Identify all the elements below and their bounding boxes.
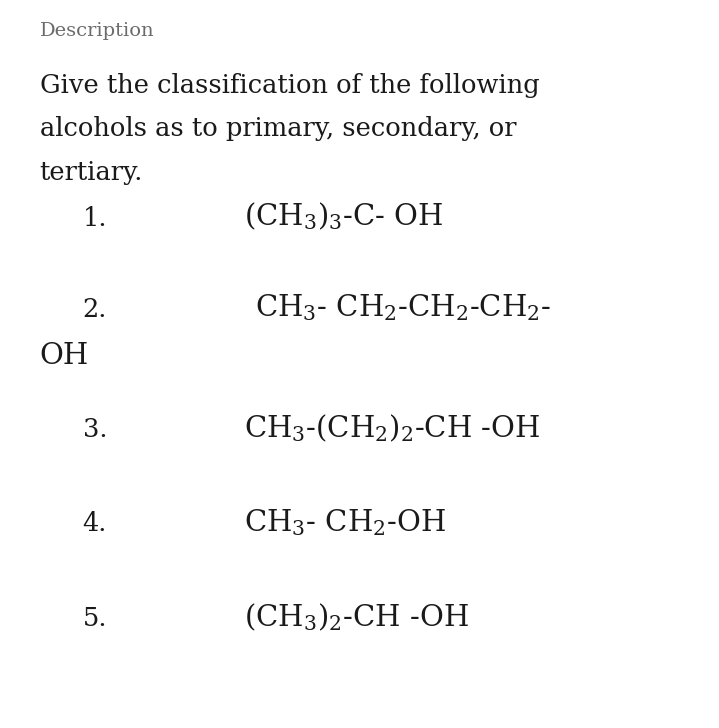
Text: Description: Description bbox=[40, 22, 154, 40]
Text: 1.: 1. bbox=[83, 206, 107, 231]
Text: OH: OH bbox=[40, 342, 88, 370]
Text: $\mathregular{CH_3}$- $\mathregular{CH_2}$-OH: $\mathregular{CH_3}$- $\mathregular{CH_2… bbox=[244, 507, 446, 538]
Text: tertiary.: tertiary. bbox=[40, 160, 143, 185]
Text: 4.: 4. bbox=[83, 512, 107, 537]
Text: Give the classification of the following: Give the classification of the following bbox=[40, 73, 539, 98]
Text: $\mathregular{CH_3}$-($\mathregular{CH_2}$)$\mathregular{_2}$-CH -OH: $\mathregular{CH_3}$-($\mathregular{CH_2… bbox=[244, 412, 541, 443]
Text: 2.: 2. bbox=[83, 297, 107, 322]
Text: $\mathregular{(CH_3)_3}$-C- OH: $\mathregular{(CH_3)_3}$-C- OH bbox=[244, 201, 444, 232]
Text: 3.: 3. bbox=[83, 417, 107, 442]
Text: $\mathregular{CH_3}$- $\mathregular{CH_2}$-$\mathregular{CH_2}$-$\mathregular{CH: $\mathregular{CH_3}$- $\mathregular{CH_2… bbox=[255, 293, 551, 323]
Text: ($\mathregular{CH_3}$)$\mathregular{_2}$-CH -OH: ($\mathregular{CH_3}$)$\mathregular{_2}$… bbox=[244, 601, 470, 633]
Text: 5.: 5. bbox=[83, 606, 107, 631]
Text: alcohols as to primary, secondary, or: alcohols as to primary, secondary, or bbox=[40, 116, 516, 141]
